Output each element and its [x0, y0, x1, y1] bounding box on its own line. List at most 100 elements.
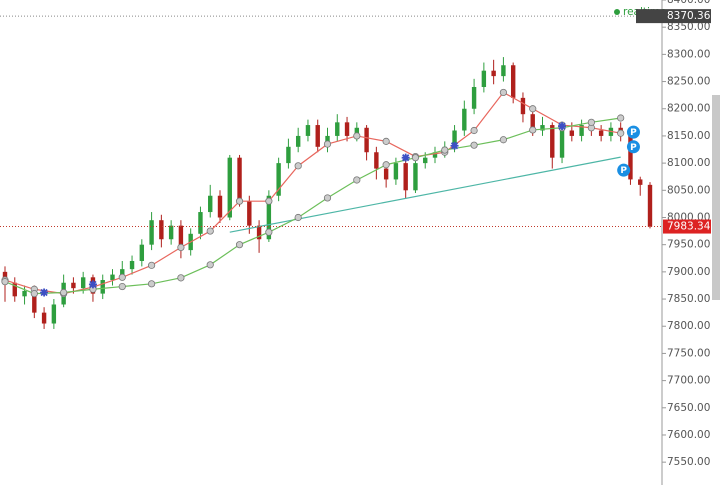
- candle-body: [510, 65, 516, 98]
- candle-body: [178, 225, 184, 251]
- candle-body: [295, 135, 301, 147]
- candle-body: [217, 195, 223, 218]
- candle-body: [110, 274, 115, 281]
- ma-point: [441, 146, 449, 154]
- ma-point: [587, 118, 595, 126]
- p-marker-label: P: [630, 128, 637, 138]
- candle-body: [423, 157, 428, 164]
- ma-point: [499, 88, 508, 97]
- signal-cross: [88, 280, 97, 289]
- ma-point: [294, 213, 302, 222]
- y-tick-label: 8100.00: [667, 157, 710, 169]
- candle-body: [12, 282, 17, 297]
- signal-cross: [450, 141, 459, 150]
- candle-body: [129, 260, 135, 270]
- moving-average: [4, 117, 621, 295]
- candle-body: [335, 122, 340, 136]
- last-price-label: 7983.34: [667, 221, 711, 233]
- ma-point: [323, 140, 332, 148]
- candle-body: [208, 195, 213, 213]
- candle-body: [139, 244, 145, 261]
- p-marker-label: P: [630, 143, 637, 153]
- signal-cross: [40, 288, 49, 297]
- candle-body: [530, 114, 535, 131]
- candle-body: [598, 130, 604, 136]
- signal-cross: [401, 153, 410, 162]
- ma-point: [265, 197, 273, 205]
- candle-body: [266, 195, 272, 240]
- ma-point: [147, 280, 156, 288]
- ma-point: [382, 161, 390, 169]
- ma-point: [353, 176, 361, 184]
- candle-body: [481, 70, 487, 87]
- ma-point: [470, 141, 478, 149]
- candle-body: [256, 225, 262, 240]
- candle-body: [550, 125, 555, 158]
- y-tick-label: 8150.00: [667, 130, 710, 142]
- candle-body: [159, 220, 164, 240]
- p-marker: [626, 140, 640, 154]
- candle-body: [364, 127, 369, 153]
- candle-body: [149, 220, 154, 245]
- candle-body: [22, 290, 27, 297]
- y-tick-label: 7650.00: [667, 402, 710, 414]
- y-tick-label: 8250.00: [667, 76, 710, 88]
- y-tick-label: 7850.00: [667, 293, 710, 305]
- ma-point: [265, 228, 273, 236]
- ma-point: [206, 227, 214, 235]
- candle-body: [305, 125, 311, 136]
- candle-body: [638, 179, 643, 185]
- y-tick-label: 7950.00: [667, 239, 710, 251]
- candle-body: [569, 130, 575, 136]
- ma-point: [382, 137, 390, 145]
- ma-point: [235, 241, 244, 249]
- crosshair-box: [636, 9, 711, 24]
- candle-body: [647, 184, 653, 227]
- candle-body: [374, 152, 379, 169]
- ma-point: [470, 126, 478, 135]
- ma-point: [529, 105, 537, 113]
- candle-body: [628, 135, 633, 180]
- ma-point: [617, 129, 625, 137]
- y-tick-label: 7750.00: [667, 347, 710, 359]
- y-tick-label: 7700.00: [667, 375, 710, 387]
- candle-body: [501, 65, 506, 77]
- ma-point: [529, 126, 537, 134]
- ma-point: [177, 274, 185, 282]
- candle-body: [383, 168, 389, 180]
- candle-body: [120, 269, 125, 275]
- crosshair-label: 8370.36: [667, 10, 711, 22]
- ma-point: [499, 136, 508, 144]
- p-marker: [626, 125, 640, 139]
- candle-body: [51, 304, 57, 324]
- y-tick-label: 7600.00: [667, 429, 710, 441]
- y-tick-label: 8350.00: [667, 21, 710, 33]
- candle-body: [237, 157, 242, 202]
- moving-average: [4, 91, 621, 295]
- y-tick-label: 7800.00: [667, 320, 710, 332]
- candle-body: [520, 97, 526, 115]
- scrollbar[interactable]: [712, 95, 720, 300]
- ma-point: [617, 114, 625, 122]
- candle-body: [227, 157, 232, 218]
- candle-body: [344, 122, 350, 136]
- y-tick-label: 7550.00: [667, 456, 710, 468]
- candle-body: [71, 282, 76, 289]
- candle-body: [276, 163, 281, 196]
- ma-point: [294, 162, 302, 170]
- candle-body: [80, 277, 86, 289]
- ma-point: [1, 278, 9, 286]
- candle-body: [354, 127, 360, 136]
- candle-body: [393, 163, 399, 180]
- y-tick-label: 7900.00: [667, 266, 710, 278]
- ma-point: [353, 132, 361, 140]
- p-marker-label: P: [620, 166, 627, 176]
- candle-body: [432, 152, 438, 158]
- last-price-box: [663, 219, 711, 234]
- candle-body: [41, 312, 47, 324]
- p-marker: [617, 163, 631, 177]
- candle-body: [491, 70, 496, 77]
- candle-body: [168, 225, 174, 240]
- ma-point: [177, 243, 185, 251]
- candle-body: [540, 125, 545, 131]
